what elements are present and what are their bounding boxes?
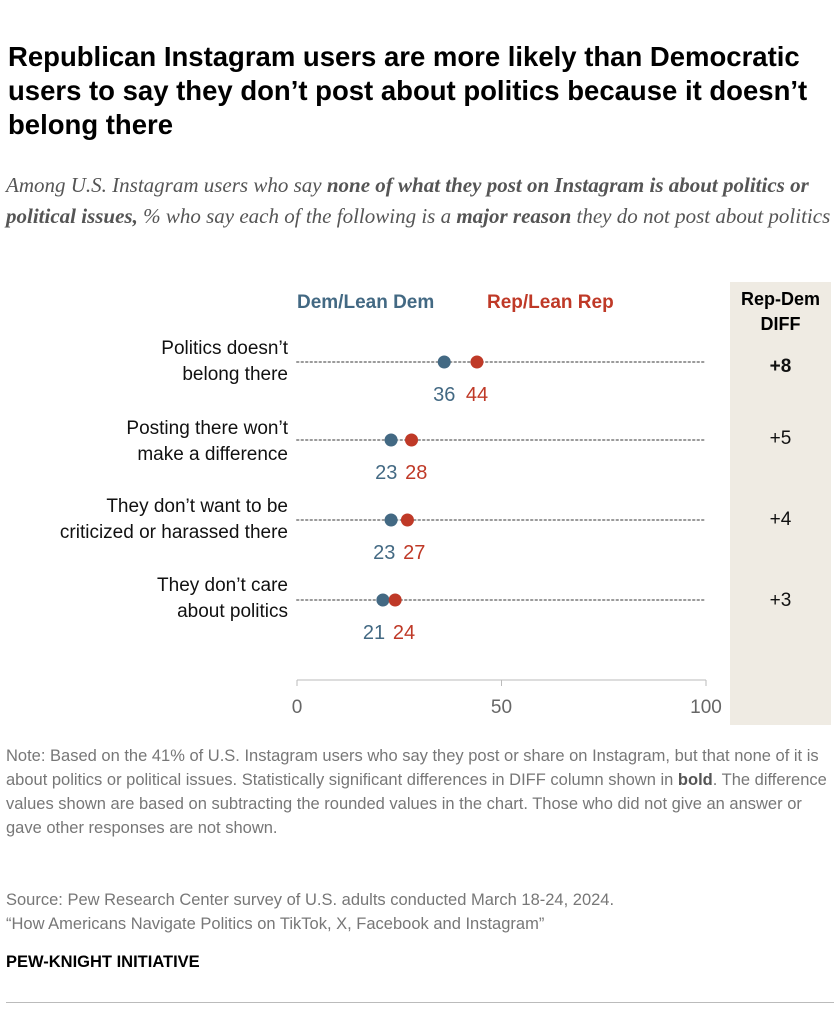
rep-value-label-3: 24 (393, 622, 415, 644)
rep-dot-0 (470, 355, 484, 369)
subtitle-bold-1: none of what they post on Instagram is a… (6, 173, 809, 228)
subtitle-text-3: they do not post about politics (571, 204, 831, 228)
legend-rep: Rep/Lean Rep (487, 292, 614, 313)
row-label-1-line-1: Posting there won’t (126, 418, 288, 439)
note-text-1: Note: Based on the 41% of U.S. Instagram… (6, 747, 819, 789)
row-label-2: They don’t want to be criticized or hara… (0, 494, 288, 546)
dem-dot-0 (437, 355, 451, 369)
rep-dot-3 (388, 593, 402, 607)
row-label-2-line-1: They don’t want to be (106, 496, 288, 517)
row-label-3-line-2: about politics (177, 601, 288, 622)
x-tick-label-1: 50 (491, 697, 512, 718)
diff-column-header: Rep-Dem DIFF (730, 287, 831, 337)
subtitle-text-1: Among U.S. Instagram users who say (6, 173, 327, 197)
diff-value-3: +3 (769, 590, 792, 611)
rep-dot-2 (400, 513, 414, 527)
x-tick-label-0: 0 (292, 697, 303, 718)
row-label-1: Posting there won’t make a difference (0, 416, 288, 468)
diff-column-background (730, 282, 831, 725)
row-label-1-line-2: make a difference (137, 444, 288, 465)
subtitle-text-2: % who say each of the following is a (137, 204, 457, 228)
diff-header-line-2: DIFF (760, 314, 801, 334)
chart-title: Republican Instagram users are more like… (8, 41, 808, 140)
chart-subtitle: Among U.S. Instagram users who say none … (6, 170, 834, 232)
row-label-3-line-1: They don’t care (157, 575, 288, 596)
dem-dot-3 (376, 593, 390, 607)
rep-value-label-2: 27 (403, 542, 425, 564)
legend-dem: Dem/Lean Dem (297, 292, 435, 313)
note-bold: bold (677, 771, 713, 789)
dem-value-label-3: 21 (363, 622, 385, 644)
dem-dot-2 (384, 513, 398, 527)
row-label-3: They don’t care about politics (0, 573, 288, 625)
diff-value-1: +5 (769, 428, 792, 449)
row-label-0: Politics doesn’t belong there (0, 336, 288, 388)
chart-note: Note: Based on the 41% of U.S. Instagram… (6, 744, 834, 840)
subtitle-bold-2: major reason (456, 204, 572, 228)
bottom-divider (6, 1002, 834, 1003)
source-line-2: “How Americans Navigate Politics on TikT… (6, 915, 545, 933)
x-tick-label-2: 100 (690, 697, 722, 718)
diff-value-0: +8 (769, 356, 792, 377)
rep-value-label-0: 44 (466, 384, 488, 406)
note-text-2: . The difference values shown are based … (6, 771, 827, 837)
dem-value-label-0: 36 (433, 384, 455, 406)
diff-value-2: +4 (769, 509, 792, 530)
source-line-1: Source: Pew Research Center survey of U.… (6, 891, 615, 909)
row-label-0-line-2: belong there (182, 364, 288, 385)
row-label-0-line-1: Politics doesn’t (161, 338, 288, 359)
dem-dot-1 (384, 433, 398, 447)
brand-label: PEW-KNIGHT INITIATIVE (6, 953, 200, 971)
row-label-2-line-2: criticized or harassed there (59, 522, 288, 543)
dot-plot-chart: 36 44 23 28 23 27 21 24 0 50 100 (292, 355, 722, 718)
rep-dot-1 (405, 433, 419, 447)
diff-header-line-1: Rep-Dem (740, 289, 820, 309)
rep-value-label-1: 28 (405, 462, 427, 484)
dem-value-label-2: 23 (373, 542, 395, 564)
dem-value-label-1: 23 (375, 462, 397, 484)
